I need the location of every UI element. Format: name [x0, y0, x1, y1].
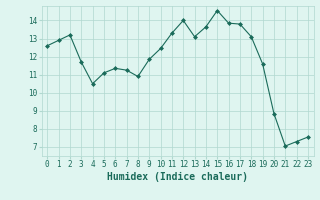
X-axis label: Humidex (Indice chaleur): Humidex (Indice chaleur)	[107, 172, 248, 182]
